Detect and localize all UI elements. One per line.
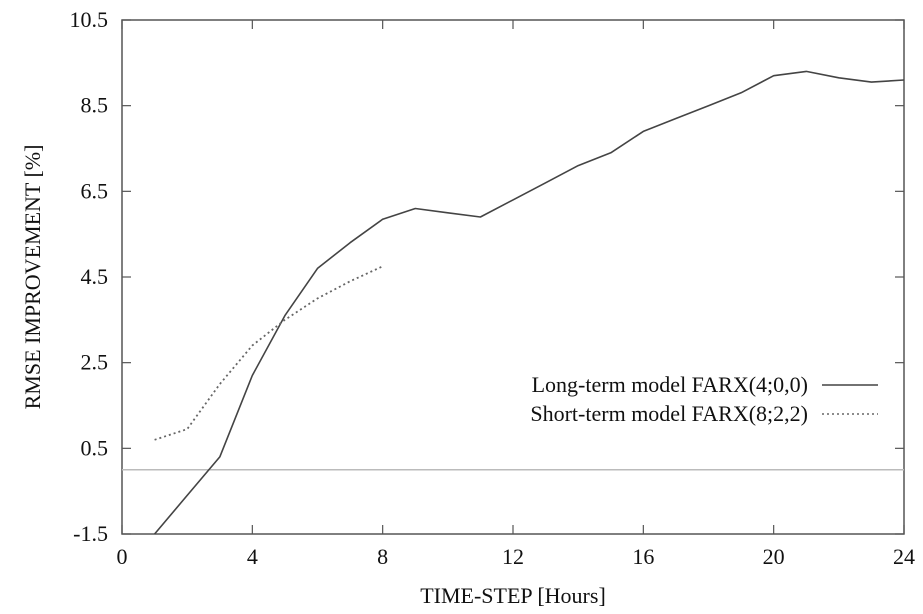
x-tick-label: 24 bbox=[893, 544, 915, 569]
y-tick-label: 0.5 bbox=[81, 435, 109, 460]
y-tick-label: 2.5 bbox=[81, 350, 109, 375]
x-tick-label: 4 bbox=[247, 544, 258, 569]
series-line-short-term bbox=[154, 265, 384, 441]
y-axis-title: RMSE IMPROVEMENT [%] bbox=[20, 145, 45, 410]
legend-label-long-term: Long-term model FARX(4;0,0) bbox=[532, 372, 808, 397]
x-tick-label: 16 bbox=[632, 544, 654, 569]
y-tick-labels: -1.5 0.5 2.5 4.5 6.5 8.5 10.5 bbox=[70, 7, 109, 546]
y-tick-label: -1.5 bbox=[73, 521, 108, 546]
x-tick-label: 8 bbox=[377, 544, 388, 569]
legend: Long-term model FARX(4;0,0) Short-term m… bbox=[530, 372, 878, 426]
y-tick-label: 6.5 bbox=[81, 178, 109, 203]
x-tick-labels: 0 4 8 12 16 20 24 bbox=[117, 544, 916, 569]
series-line-long-term bbox=[153, 70, 905, 535]
x-tick-label: 12 bbox=[502, 544, 524, 569]
y-tick-label: 10.5 bbox=[70, 7, 109, 32]
plot-frame bbox=[121, 19, 905, 535]
x-tick-label: 20 bbox=[763, 544, 785, 569]
y-tick-label: 8.5 bbox=[81, 93, 109, 118]
y-tick-label: 4.5 bbox=[81, 264, 109, 289]
x-axis-title: TIME-STEP [Hours] bbox=[420, 583, 606, 608]
axis-ticks bbox=[121, 19, 905, 535]
x-tick-label: 0 bbox=[117, 544, 128, 569]
series-layer bbox=[153, 70, 905, 535]
legend-label-short-term: Short-term model FARX(8;2,2) bbox=[530, 401, 808, 426]
